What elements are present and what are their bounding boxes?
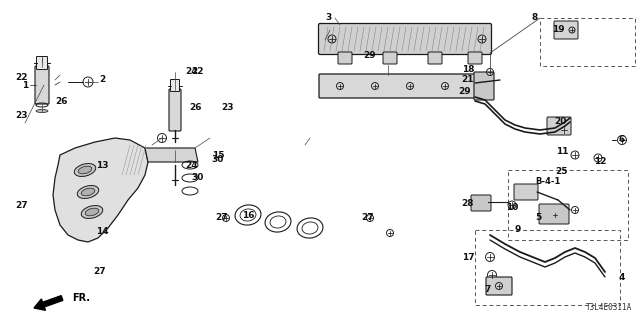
- Text: FR.: FR.: [72, 293, 90, 303]
- Text: 3: 3: [325, 13, 331, 22]
- FancyBboxPatch shape: [486, 277, 512, 295]
- Text: 15: 15: [212, 150, 224, 159]
- FancyBboxPatch shape: [468, 52, 482, 64]
- FancyBboxPatch shape: [471, 195, 491, 211]
- Text: 27: 27: [362, 213, 374, 222]
- Text: 22: 22: [16, 74, 28, 83]
- FancyBboxPatch shape: [338, 52, 352, 64]
- Text: 30: 30: [212, 156, 224, 164]
- FancyBboxPatch shape: [35, 66, 49, 104]
- Text: 5: 5: [535, 213, 541, 222]
- Text: T3L4E0311A: T3L4E0311A: [586, 303, 632, 312]
- Text: 28: 28: [461, 198, 474, 207]
- Text: 12: 12: [594, 157, 606, 166]
- Text: 29: 29: [364, 51, 376, 60]
- Text: 30: 30: [192, 173, 204, 182]
- Text: 20: 20: [554, 117, 566, 126]
- Text: 8: 8: [532, 13, 538, 22]
- FancyBboxPatch shape: [319, 23, 492, 54]
- FancyBboxPatch shape: [170, 79, 179, 92]
- Bar: [475, 230, 620, 305]
- Text: B-4-1: B-4-1: [535, 178, 561, 187]
- FancyBboxPatch shape: [474, 72, 494, 100]
- Text: 4: 4: [619, 274, 625, 283]
- Polygon shape: [53, 138, 148, 242]
- Text: 26: 26: [189, 103, 201, 113]
- Text: 24: 24: [186, 161, 198, 170]
- Text: 13: 13: [96, 161, 108, 170]
- FancyBboxPatch shape: [547, 117, 571, 135]
- Text: 1: 1: [22, 81, 28, 90]
- Text: 14: 14: [96, 228, 108, 236]
- FancyBboxPatch shape: [319, 74, 476, 98]
- Text: 10: 10: [506, 204, 518, 212]
- Ellipse shape: [85, 208, 99, 216]
- Text: 17: 17: [461, 253, 474, 262]
- Text: 21: 21: [461, 76, 474, 84]
- Bar: [540, 18, 635, 66]
- FancyArrow shape: [34, 296, 63, 310]
- Ellipse shape: [81, 188, 95, 196]
- Text: 22: 22: [192, 68, 204, 76]
- Text: 11: 11: [556, 148, 568, 156]
- Ellipse shape: [36, 109, 48, 113]
- Text: 26: 26: [56, 98, 68, 107]
- Text: 23: 23: [221, 103, 234, 113]
- Ellipse shape: [77, 186, 99, 198]
- FancyBboxPatch shape: [428, 52, 442, 64]
- Text: 25: 25: [556, 167, 568, 177]
- Text: 6: 6: [619, 135, 625, 145]
- Text: 9: 9: [515, 226, 521, 235]
- FancyBboxPatch shape: [383, 52, 397, 64]
- Text: 23: 23: [16, 110, 28, 119]
- Text: 27: 27: [16, 201, 28, 210]
- Ellipse shape: [78, 166, 92, 174]
- Text: 7: 7: [485, 285, 491, 294]
- FancyBboxPatch shape: [36, 57, 47, 69]
- Text: 29: 29: [459, 87, 471, 97]
- Polygon shape: [145, 148, 198, 162]
- FancyBboxPatch shape: [514, 184, 538, 200]
- Ellipse shape: [74, 164, 96, 176]
- Text: 18: 18: [461, 66, 474, 75]
- Text: 24: 24: [186, 68, 198, 76]
- FancyBboxPatch shape: [554, 21, 578, 39]
- FancyBboxPatch shape: [169, 89, 181, 131]
- Text: 2: 2: [99, 76, 105, 84]
- FancyBboxPatch shape: [539, 204, 569, 224]
- Text: 19: 19: [552, 26, 564, 35]
- Text: 27: 27: [216, 213, 228, 222]
- Text: 27: 27: [93, 268, 106, 276]
- Ellipse shape: [81, 205, 103, 219]
- Text: 16: 16: [242, 211, 254, 220]
- Bar: [508, 170, 628, 240]
